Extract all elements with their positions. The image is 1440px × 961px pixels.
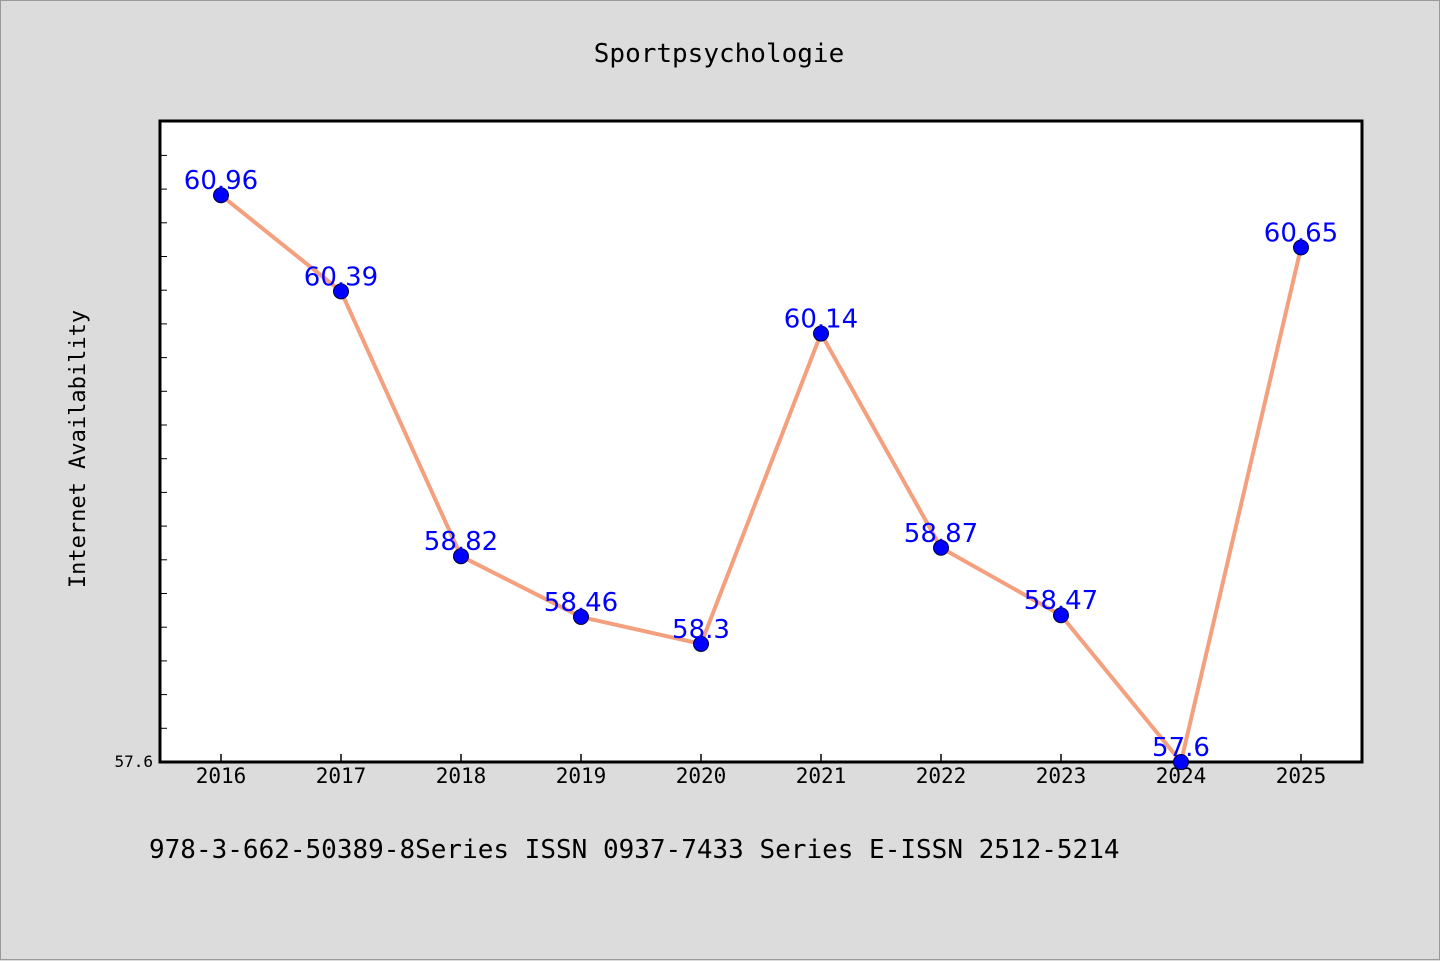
data-point — [213, 187, 229, 204]
x-tick-label: 2021 — [796, 764, 847, 788]
x-tick-label: 2020 — [676, 764, 727, 788]
data-point — [693, 635, 709, 652]
data-label: 58.46 — [544, 588, 618, 618]
data-point — [1173, 754, 1189, 770]
data-point — [453, 548, 469, 565]
data-label: 60.96 — [184, 166, 258, 196]
data-point — [933, 539, 949, 556]
footer-isbn-issn: 978-3-662-50389-8Series ISSN 0937-7433 S… — [149, 835, 1120, 865]
x-tick-label: 2017 — [316, 764, 367, 788]
data-label: 60.14 — [784, 305, 858, 335]
x-axis-ticks: 2016 2017 2018 2019 2020 2021 2022 2023 2024 2025 — [196, 754, 1327, 788]
y-axis-label: Internet Availability — [66, 310, 91, 588]
x-tick-label: 2018 — [436, 764, 487, 788]
y-tick-label: 57.6 — [114, 752, 153, 771]
data-label: 57.6 — [1152, 733, 1210, 763]
data-label: 58.47 — [1024, 586, 1098, 616]
data-label: 60.39 — [304, 262, 378, 292]
data-point — [813, 325, 829, 342]
data-point — [1053, 607, 1069, 624]
data-label: 58.82 — [424, 527, 498, 557]
data-point — [1293, 239, 1309, 256]
y-minor-ticks — [160, 154, 167, 729]
series-line — [219, 193, 1303, 764]
x-tick-label: 2019 — [556, 764, 607, 788]
plot-area — [158, 119, 1364, 764]
x-tick-label: 2016 — [196, 764, 247, 788]
x-tick-label: 2025 — [1276, 764, 1327, 788]
data-label: 60.65 — [1264, 219, 1338, 249]
x-tick-label: 2022 — [916, 764, 967, 788]
data-label: 58.3 — [672, 615, 730, 645]
series-line-group — [219, 193, 1303, 764]
chart-title: Sportpsychologie — [594, 39, 844, 69]
data-point — [573, 608, 589, 625]
data-label: 58.87 — [904, 519, 978, 549]
x-tick-label: 2023 — [1036, 764, 1087, 788]
data-labels: 60.96 60.39 58.82 58.46 58.3 60.14 58.87 58.47 5… — [184, 166, 1338, 763]
data-point — [333, 283, 349, 300]
data-markers — [213, 187, 1309, 770]
